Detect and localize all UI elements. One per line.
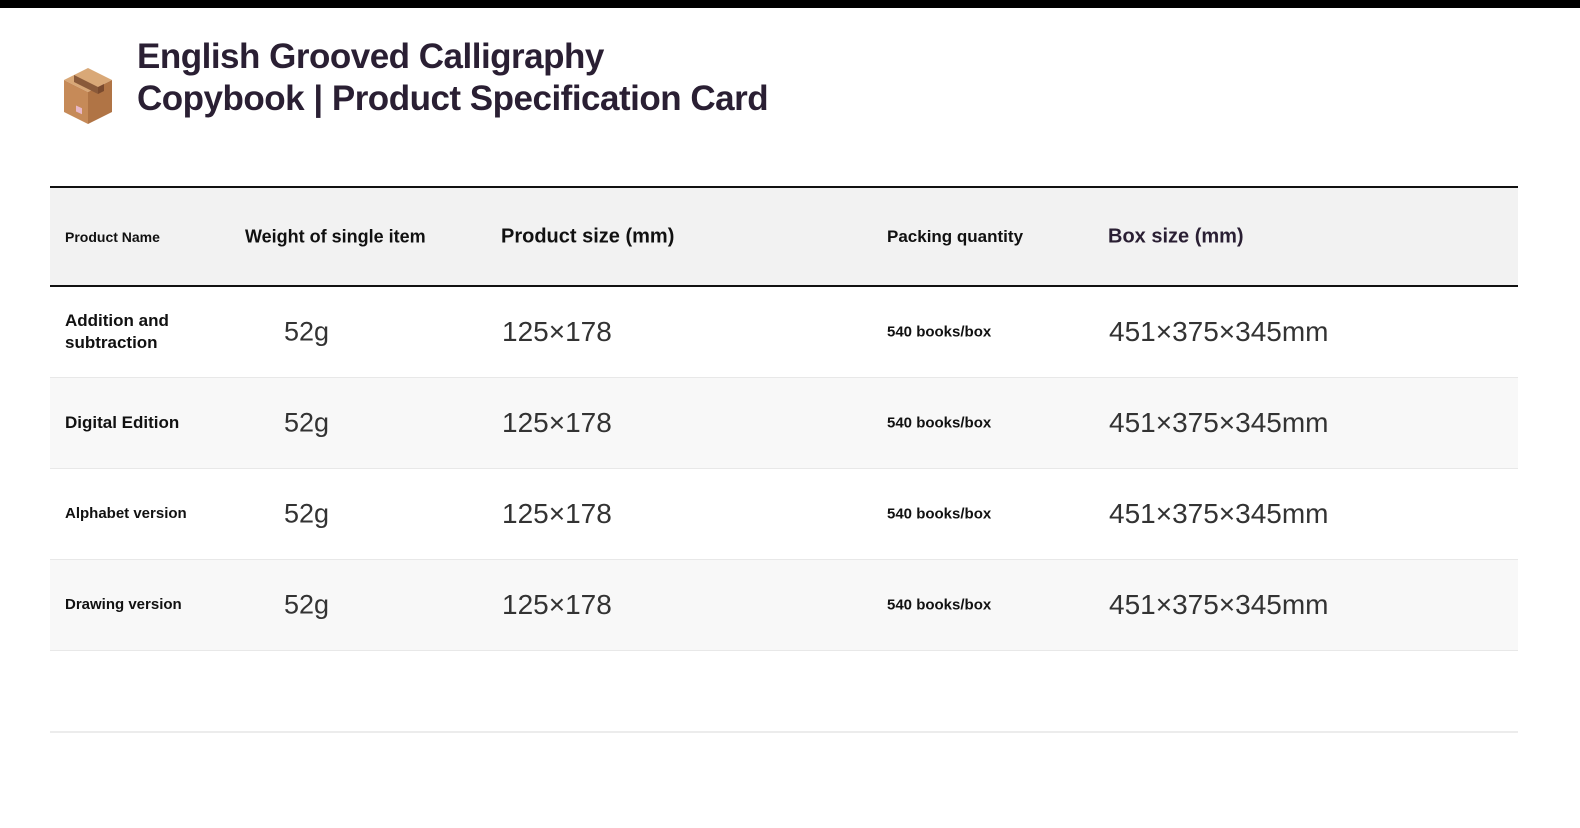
product-size: 125×178: [502, 316, 612, 347]
product-size: 125×178: [502, 407, 612, 438]
product-name: Digital Edition: [65, 413, 180, 432]
packing-quantity: 540 books/box: [887, 414, 992, 432]
package-box-icon: [64, 68, 112, 124]
box-size: 451×375×345mm: [1109, 589, 1329, 620]
weight: 52g: [284, 407, 330, 438]
header-box-size: Box size (mm): [1108, 225, 1244, 247]
weight: 52g: [284, 589, 330, 620]
table-row: Addition and subtraction 52g 125×178 540…: [50, 287, 1518, 378]
page-title: English Grooved Calligraphy Copybook | P…: [137, 37, 769, 118]
product-size: 125×178: [502, 498, 612, 529]
box-size: 451×375×345mm: [1109, 498, 1329, 529]
weight: 52g: [284, 498, 330, 529]
weight: 52g: [284, 316, 330, 347]
packing-quantity: 540 books/box: [887, 596, 992, 614]
header-product-size: Product size (mm): [501, 225, 675, 247]
product-name: Addition and subtraction: [65, 311, 169, 352]
table-row: Drawing version 52g 125×178 540 books/bo…: [50, 560, 1518, 651]
product-name: Drawing version: [65, 596, 182, 613]
packing-quantity: 540 books/box: [887, 505, 992, 523]
header-weight: Weight of single item: [245, 226, 426, 246]
table-row: Alphabet version 52g 125×178 540 books/b…: [50, 469, 1518, 560]
spec-table: Product Name Weight of single item Produ…: [50, 186, 1518, 733]
table-header: Product Name Weight of single item Produ…: [50, 186, 1518, 287]
table-row: Digital Edition 52g 125×178 540 books/bo…: [50, 378, 1518, 469]
empty-row: [50, 651, 1518, 733]
top-bar: [0, 0, 1580, 8]
header-packing-quantity: Packing quantity: [887, 226, 1024, 246]
product-size: 125×178: [502, 589, 612, 620]
box-size: 451×375×345mm: [1109, 316, 1329, 347]
packing-quantity: 540 books/box: [887, 323, 992, 341]
header-product-name: Product Name: [65, 228, 160, 245]
box-size: 451×375×345mm: [1109, 407, 1329, 438]
product-name: Alphabet version: [65, 505, 187, 522]
